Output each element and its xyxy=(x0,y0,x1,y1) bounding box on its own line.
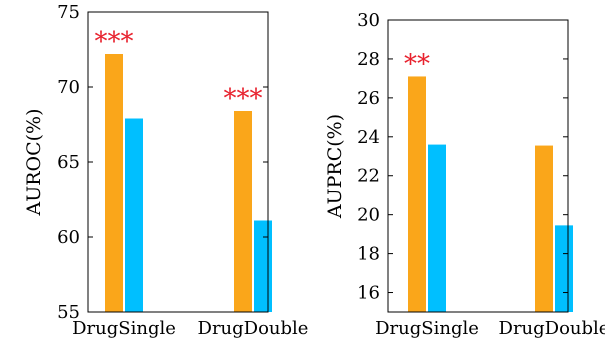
x-tick-label: DrugSingle xyxy=(72,318,176,339)
y-tick-label: 75 xyxy=(57,2,80,23)
y-tick-label: 70 xyxy=(57,77,80,98)
y-tick-label: 55 xyxy=(57,302,80,323)
bar-drugsingle-series-2 xyxy=(428,144,446,312)
y-tick-label: 60 xyxy=(57,227,80,248)
significance-label: ** xyxy=(404,49,430,79)
bar-drugsingle-series-1 xyxy=(105,54,123,312)
bar-drugsingle-series-1 xyxy=(408,76,426,312)
y-tick-label: 18 xyxy=(357,244,380,265)
y-tick-label: 24 xyxy=(357,127,380,148)
chart-2: ** DrugSingle DrugDouble 16 18 20 22 24 26 28 30 AU… xyxy=(324,10,605,339)
bar-drugdouble-series-1 xyxy=(535,145,553,312)
x-tick-label: DrugDouble xyxy=(198,318,309,339)
y-axis-label: AUROC(%) xyxy=(23,108,45,216)
y-tick-label: 20 xyxy=(357,205,380,226)
y-tick-label: 16 xyxy=(357,283,380,304)
bar-drugdouble-series-2 xyxy=(254,220,272,312)
significance-label: *** xyxy=(224,84,263,114)
significance-label: *** xyxy=(95,27,134,57)
axes-frame xyxy=(387,19,569,313)
y-tick-label: 22 xyxy=(357,166,380,187)
bar-drugdouble-series-1 xyxy=(234,111,252,312)
x-tick-label: DrugDouble xyxy=(499,318,605,339)
y-tick-label: 26 xyxy=(357,88,380,109)
y-tick-label: 28 xyxy=(357,49,380,70)
x-tick-label: DrugSingle xyxy=(375,318,479,339)
y-tick-label: 65 xyxy=(57,152,80,173)
chart-1: *** DrugSingle *** DrugDouble 55 60 65 70 75 AURO… xyxy=(23,2,308,339)
y-axis-label: AUPRC(%) xyxy=(324,114,346,219)
bar-drugdouble-series-2 xyxy=(555,225,573,312)
bar-drugsingle-series-2 xyxy=(125,118,143,312)
y-tick-label: 30 xyxy=(357,10,380,31)
